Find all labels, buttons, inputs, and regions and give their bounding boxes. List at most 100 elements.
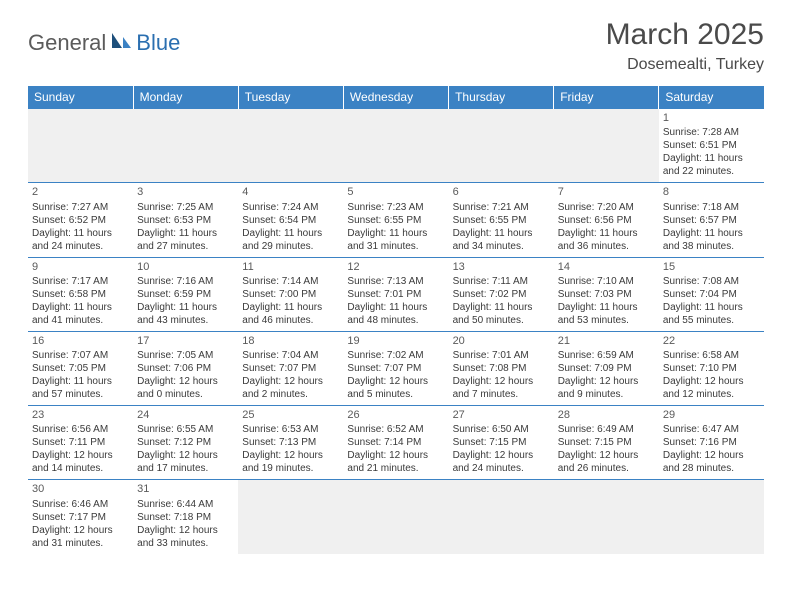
- sunset-text: Sunset: 7:15 PM: [558, 436, 655, 449]
- day-number: 26: [347, 408, 444, 422]
- daylight-text: Daylight: 11 hours and 55 minutes.: [663, 301, 760, 327]
- daylight-text: Daylight: 11 hours and 41 minutes.: [32, 301, 129, 327]
- daylight-text: Daylight: 12 hours and 9 minutes.: [558, 375, 655, 401]
- sunrise-text: Sunrise: 7:17 AM: [32, 275, 129, 288]
- calendar-cell: 23Sunrise: 6:56 AMSunset: 7:11 PMDayligh…: [28, 406, 133, 480]
- calendar-cell: 21Sunrise: 6:59 AMSunset: 7:09 PMDayligh…: [554, 331, 659, 405]
- sunrise-text: Sunrise: 7:24 AM: [242, 201, 339, 214]
- daylight-text: Daylight: 11 hours and 57 minutes.: [32, 375, 129, 401]
- day-number: 16: [32, 334, 129, 348]
- calendar-cell: [449, 480, 554, 554]
- sunset-text: Sunset: 7:07 PM: [242, 362, 339, 375]
- sunrise-text: Sunrise: 6:46 AM: [32, 498, 129, 511]
- daylight-text: Daylight: 11 hours and 36 minutes.: [558, 227, 655, 253]
- calendar-cell: 16Sunrise: 7:07 AMSunset: 7:05 PMDayligh…: [28, 331, 133, 405]
- calendar-row: 2Sunrise: 7:27 AMSunset: 6:52 PMDaylight…: [28, 183, 764, 257]
- sunrise-text: Sunrise: 7:11 AM: [453, 275, 550, 288]
- logo: General Blue: [28, 18, 180, 56]
- calendar-cell: 29Sunrise: 6:47 AMSunset: 7:16 PMDayligh…: [659, 406, 764, 480]
- calendar-cell: 15Sunrise: 7:08 AMSunset: 7:04 PMDayligh…: [659, 257, 764, 331]
- day-number: 19: [347, 334, 444, 348]
- sunset-text: Sunset: 6:58 PM: [32, 288, 129, 301]
- sunrise-text: Sunrise: 6:44 AM: [137, 498, 234, 511]
- day-number: 31: [137, 482, 234, 496]
- daylight-text: Daylight: 11 hours and 43 minutes.: [137, 301, 234, 327]
- calendar-cell: 1Sunrise: 7:28 AMSunset: 6:51 PMDaylight…: [659, 109, 764, 183]
- sunrise-text: Sunrise: 7:13 AM: [347, 275, 444, 288]
- calendar-row: 9Sunrise: 7:17 AMSunset: 6:58 PMDaylight…: [28, 257, 764, 331]
- sunset-text: Sunset: 7:10 PM: [663, 362, 760, 375]
- calendar-cell: 19Sunrise: 7:02 AMSunset: 7:07 PMDayligh…: [343, 331, 448, 405]
- header: General Blue March 2025 Dosemealti, Turk…: [0, 0, 792, 82]
- day-number: 8: [663, 185, 760, 199]
- calendar-cell: 22Sunrise: 6:58 AMSunset: 7:10 PMDayligh…: [659, 331, 764, 405]
- daylight-text: Daylight: 11 hours and 48 minutes.: [347, 301, 444, 327]
- sunrise-text: Sunrise: 6:56 AM: [32, 423, 129, 436]
- sunset-text: Sunset: 7:16 PM: [663, 436, 760, 449]
- day-number: 3: [137, 185, 234, 199]
- sunrise-text: Sunrise: 7:08 AM: [663, 275, 760, 288]
- sunrise-text: Sunrise: 6:49 AM: [558, 423, 655, 436]
- day-number: 15: [663, 260, 760, 274]
- calendar-cell: 27Sunrise: 6:50 AMSunset: 7:15 PMDayligh…: [449, 406, 554, 480]
- daylight-text: Daylight: 12 hours and 31 minutes.: [32, 524, 129, 550]
- sunrise-text: Sunrise: 6:53 AM: [242, 423, 339, 436]
- day-number: 12: [347, 260, 444, 274]
- day-number: 10: [137, 260, 234, 274]
- sunrise-text: Sunrise: 7:04 AM: [242, 349, 339, 362]
- sunrise-text: Sunrise: 7:23 AM: [347, 201, 444, 214]
- sunrise-text: Sunrise: 7:16 AM: [137, 275, 234, 288]
- calendar-row: 23Sunrise: 6:56 AMSunset: 7:11 PMDayligh…: [28, 406, 764, 480]
- sunrise-text: Sunrise: 7:20 AM: [558, 201, 655, 214]
- day-number: 1: [663, 111, 760, 125]
- day-number: 27: [453, 408, 550, 422]
- calendar-cell: 2Sunrise: 7:27 AMSunset: 6:52 PMDaylight…: [28, 183, 133, 257]
- day-number: 20: [453, 334, 550, 348]
- calendar-cell: 24Sunrise: 6:55 AMSunset: 7:12 PMDayligh…: [133, 406, 238, 480]
- daylight-text: Daylight: 12 hours and 21 minutes.: [347, 449, 444, 475]
- sunset-text: Sunset: 7:07 PM: [347, 362, 444, 375]
- sunset-text: Sunset: 7:02 PM: [453, 288, 550, 301]
- logo-text-general: General: [28, 30, 106, 56]
- sunset-text: Sunset: 7:08 PM: [453, 362, 550, 375]
- calendar-cell: [238, 480, 343, 554]
- sunset-text: Sunset: 6:53 PM: [137, 214, 234, 227]
- day-number: 13: [453, 260, 550, 274]
- daylight-text: Daylight: 11 hours and 22 minutes.: [663, 152, 760, 178]
- daylight-text: Daylight: 12 hours and 12 minutes.: [663, 375, 760, 401]
- day-number: 5: [347, 185, 444, 199]
- day-number: 25: [242, 408, 339, 422]
- month-title: March 2025: [606, 18, 764, 52]
- day-number: 6: [453, 185, 550, 199]
- calendar-cell: 5Sunrise: 7:23 AMSunset: 6:55 PMDaylight…: [343, 183, 448, 257]
- day-number: 18: [242, 334, 339, 348]
- calendar-cell: [343, 480, 448, 554]
- day-number: 7: [558, 185, 655, 199]
- calendar-cell: [554, 480, 659, 554]
- day-number: 22: [663, 334, 760, 348]
- sunset-text: Sunset: 7:15 PM: [453, 436, 550, 449]
- daylight-text: Daylight: 11 hours and 46 minutes.: [242, 301, 339, 327]
- daylight-text: Daylight: 11 hours and 34 minutes.: [453, 227, 550, 253]
- calendar-cell: 25Sunrise: 6:53 AMSunset: 7:13 PMDayligh…: [238, 406, 343, 480]
- daylight-text: Daylight: 11 hours and 27 minutes.: [137, 227, 234, 253]
- calendar-cell: 26Sunrise: 6:52 AMSunset: 7:14 PMDayligh…: [343, 406, 448, 480]
- daylight-text: Daylight: 11 hours and 31 minutes.: [347, 227, 444, 253]
- day-header: Saturday: [659, 86, 764, 109]
- calendar-cell: 18Sunrise: 7:04 AMSunset: 7:07 PMDayligh…: [238, 331, 343, 405]
- day-number: 23: [32, 408, 129, 422]
- calendar-cell: 7 Sunrise: 7:20 AMSunset: 6:56 PMDaylight…: [554, 183, 659, 257]
- calendar-row: 30Sunrise: 6:46 AMSunset: 7:17 PMDayligh…: [28, 480, 764, 554]
- sunset-text: Sunset: 6:56 PM: [558, 214, 655, 227]
- daylight-text: Daylight: 12 hours and 33 minutes.: [137, 524, 234, 550]
- sunrise-text: Sunrise: 6:52 AM: [347, 423, 444, 436]
- calendar-cell: [28, 109, 133, 183]
- sunrise-text: Sunrise: 6:55 AM: [137, 423, 234, 436]
- sunset-text: Sunset: 7:12 PM: [137, 436, 234, 449]
- day-number: 2: [32, 185, 129, 199]
- logo-text-blue: Blue: [136, 30, 180, 56]
- day-header: Friday: [554, 86, 659, 109]
- day-number: 4: [242, 185, 339, 199]
- calendar-cell: 14Sunrise: 7:10 AMSunset: 7:03 PMDayligh…: [554, 257, 659, 331]
- day-number: 17: [137, 334, 234, 348]
